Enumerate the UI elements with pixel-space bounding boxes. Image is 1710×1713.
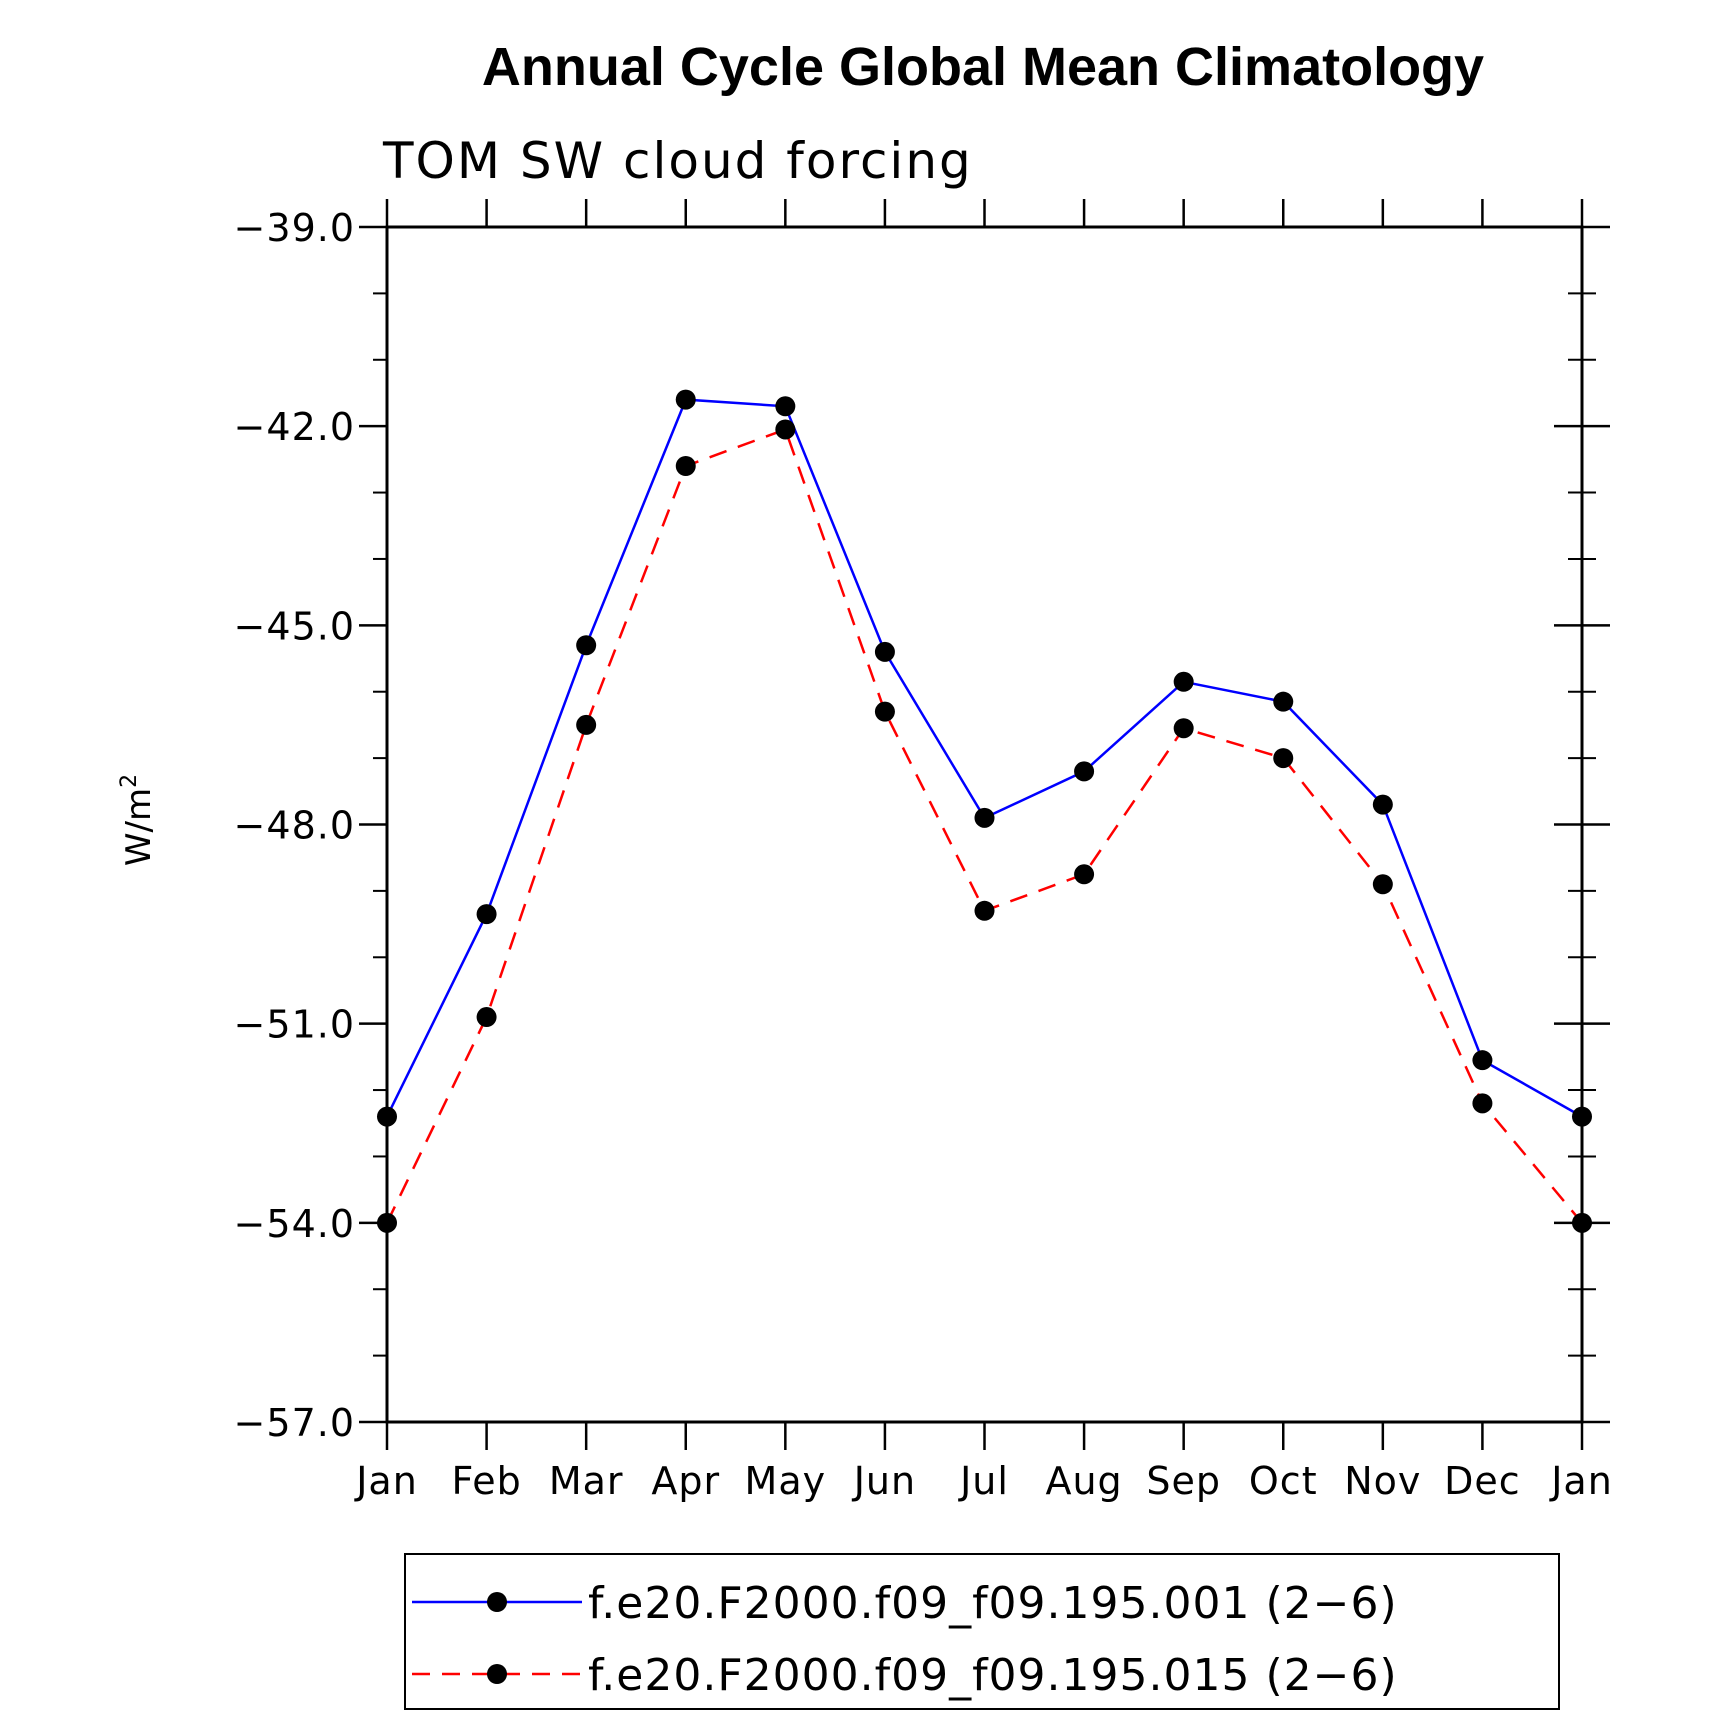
data-point-series-1 xyxy=(476,904,497,925)
data-point-series-2 xyxy=(576,714,597,735)
data-point-series-1 xyxy=(874,641,895,662)
chart-subtitle: TOM SW cloud forcing xyxy=(382,132,973,190)
x-tick-label: Sep xyxy=(1146,1459,1221,1503)
data-point-series-2 xyxy=(1572,1212,1592,1233)
y-tick-label: −51.0 xyxy=(234,1003,355,1047)
axis-tick-labels: Jan Feb Mar Apr May Jun Jul Aug Sep Oct Nov Dec Jan −… xyxy=(234,206,1613,1503)
data-point-series-2 xyxy=(377,1212,397,1233)
x-tick-label: Dec xyxy=(1444,1459,1521,1503)
x-tick-label: Feb xyxy=(451,1459,521,1503)
x-tick-label: Jan xyxy=(354,1459,418,1503)
x-tick-label: Aug xyxy=(1045,1459,1122,1503)
legend-marker-series-2 xyxy=(487,1664,507,1684)
chart-title: Annual Cycle Global Mean Climatology xyxy=(482,37,1484,97)
svg-text:W/m2: W/m2 xyxy=(117,774,159,866)
y-tick-label: −39.0 xyxy=(234,206,355,250)
data-point-series-1 xyxy=(1074,761,1095,782)
data-point-series-2 xyxy=(874,701,895,722)
data-point-series-1 xyxy=(1372,794,1393,815)
y-tick-label: −54.0 xyxy=(234,1202,355,1246)
y-tick-label: −57.0 xyxy=(234,1401,355,1445)
x-tick-label: Jun xyxy=(852,1459,916,1503)
series-line-1 xyxy=(385,398,1583,1118)
legend: f.e20.F2000.f09_f09.195.001 (2−6) f.e20.… xyxy=(404,1553,1560,1710)
x-tick-label: May xyxy=(745,1459,827,1503)
y-axis-label-text: W/m xyxy=(119,788,159,866)
data-point-series-1 xyxy=(1572,1106,1592,1127)
y-tick-label: −45.0 xyxy=(234,604,355,648)
y-tick-label: −42.0 xyxy=(234,405,355,449)
series-group xyxy=(377,389,1592,1233)
data-point-series-1 xyxy=(576,635,597,656)
data-point-series-2 xyxy=(1372,874,1393,895)
legend-label-series-1: f.e20.F2000.f09_f09.195.001 (2−6) xyxy=(588,1578,1398,1629)
data-point-series-2 xyxy=(1074,864,1095,885)
x-tick-label: Oct xyxy=(1249,1459,1318,1503)
y-axis-label: W/m2 xyxy=(117,774,159,866)
x-tick-label: Jul xyxy=(958,1459,1009,1503)
data-point-series-1 xyxy=(1472,1050,1493,1071)
x-tick-label: Nov xyxy=(1344,1459,1421,1503)
data-point-series-1 xyxy=(775,396,796,417)
data-point-series-2 xyxy=(476,1007,497,1028)
data-point-series-2 xyxy=(675,456,696,476)
legend-box xyxy=(404,1553,1560,1710)
x-tick-label: Mar xyxy=(549,1459,624,1503)
data-point-series-1 xyxy=(1173,671,1194,692)
data-point-series-1 xyxy=(377,1106,397,1127)
data-point-series-1 xyxy=(1273,691,1294,712)
y-tick-label: −48.0 xyxy=(234,804,355,848)
x-tick-label: Jan xyxy=(1549,1459,1613,1503)
data-point-series-1 xyxy=(974,807,995,828)
y-axis-label-superscript: 2 xyxy=(117,774,142,788)
legend-marker-series-1 xyxy=(487,1592,507,1612)
data-point-series-1 xyxy=(675,389,696,410)
data-point-series-2 xyxy=(1273,748,1294,769)
data-point-series-2 xyxy=(1173,718,1194,739)
data-point-series-2 xyxy=(1472,1093,1493,1114)
x-tick-label: Apr xyxy=(651,1459,720,1503)
data-point-series-2 xyxy=(974,900,995,921)
data-point-series-2 xyxy=(775,419,796,440)
legend-label-series-2: f.e20.F2000.f09_f09.195.015 (2−6) xyxy=(588,1650,1398,1701)
